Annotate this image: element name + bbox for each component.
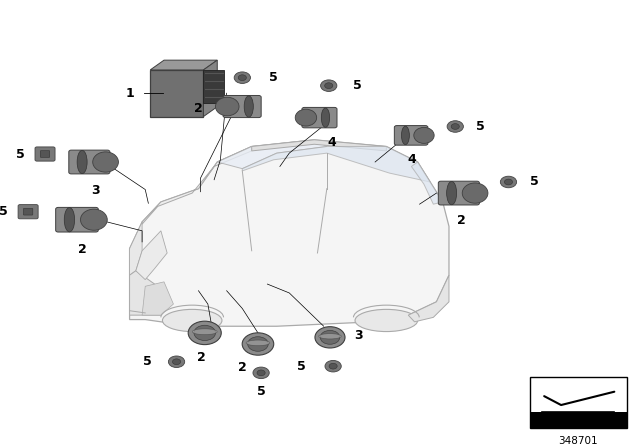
Ellipse shape — [355, 310, 418, 332]
Ellipse shape — [64, 207, 75, 232]
Ellipse shape — [93, 152, 118, 172]
Circle shape — [253, 367, 269, 379]
FancyBboxPatch shape — [18, 205, 38, 219]
Text: 5: 5 — [0, 205, 8, 218]
FancyBboxPatch shape — [438, 181, 479, 205]
FancyBboxPatch shape — [56, 207, 99, 232]
Polygon shape — [243, 146, 430, 182]
Text: 4: 4 — [328, 136, 336, 149]
Polygon shape — [150, 60, 217, 70]
Ellipse shape — [401, 126, 410, 145]
FancyBboxPatch shape — [302, 108, 337, 128]
Circle shape — [325, 361, 341, 372]
Circle shape — [238, 75, 246, 81]
Polygon shape — [129, 222, 142, 275]
Polygon shape — [129, 271, 161, 315]
Text: 5: 5 — [257, 385, 266, 398]
Polygon shape — [408, 275, 449, 322]
FancyBboxPatch shape — [68, 150, 110, 174]
Ellipse shape — [163, 310, 222, 332]
Circle shape — [172, 359, 180, 365]
Ellipse shape — [414, 127, 434, 143]
Ellipse shape — [77, 151, 87, 174]
Text: 2: 2 — [197, 351, 206, 364]
Circle shape — [257, 370, 265, 376]
Circle shape — [315, 327, 345, 348]
Ellipse shape — [462, 183, 488, 203]
Ellipse shape — [321, 108, 330, 127]
Circle shape — [188, 321, 221, 345]
Ellipse shape — [447, 181, 456, 205]
Polygon shape — [142, 146, 252, 224]
Text: 2: 2 — [238, 361, 246, 374]
Circle shape — [447, 121, 463, 132]
FancyBboxPatch shape — [40, 151, 50, 157]
Text: 2: 2 — [78, 243, 87, 256]
Ellipse shape — [216, 97, 239, 116]
Text: 2: 2 — [457, 214, 466, 227]
Circle shape — [234, 72, 250, 83]
FancyBboxPatch shape — [223, 95, 261, 117]
Text: 5: 5 — [298, 360, 306, 373]
Circle shape — [168, 356, 185, 367]
Ellipse shape — [319, 334, 341, 339]
Text: 3: 3 — [354, 329, 362, 342]
Circle shape — [321, 80, 337, 91]
Polygon shape — [412, 162, 443, 204]
Text: 4: 4 — [407, 153, 416, 166]
Text: 5: 5 — [353, 79, 362, 92]
Polygon shape — [150, 70, 204, 116]
Text: 5: 5 — [15, 147, 24, 160]
Polygon shape — [129, 140, 449, 326]
FancyBboxPatch shape — [530, 377, 627, 428]
Circle shape — [320, 331, 340, 344]
Circle shape — [194, 325, 216, 340]
Circle shape — [248, 337, 268, 351]
Circle shape — [242, 333, 274, 355]
Text: 1: 1 — [126, 87, 134, 100]
Circle shape — [324, 83, 333, 89]
Ellipse shape — [193, 329, 217, 335]
Ellipse shape — [246, 340, 270, 346]
Text: 348701: 348701 — [559, 436, 598, 446]
FancyBboxPatch shape — [530, 412, 627, 428]
Ellipse shape — [244, 96, 253, 117]
Text: 5: 5 — [269, 71, 278, 84]
Text: 2: 2 — [194, 102, 203, 115]
Ellipse shape — [81, 209, 108, 230]
Text: 5: 5 — [476, 120, 484, 133]
Polygon shape — [252, 140, 387, 151]
FancyBboxPatch shape — [394, 125, 428, 145]
Text: 5: 5 — [143, 355, 152, 368]
Circle shape — [329, 363, 337, 369]
Polygon shape — [142, 282, 173, 315]
Polygon shape — [204, 70, 224, 103]
FancyBboxPatch shape — [35, 147, 55, 161]
Polygon shape — [204, 60, 217, 116]
Text: 3: 3 — [91, 185, 99, 198]
Circle shape — [504, 179, 513, 185]
Circle shape — [500, 176, 516, 188]
Polygon shape — [217, 140, 327, 168]
FancyBboxPatch shape — [24, 208, 33, 215]
Circle shape — [451, 124, 460, 129]
Text: 5: 5 — [531, 176, 539, 189]
Ellipse shape — [295, 109, 317, 126]
Polygon shape — [136, 231, 167, 280]
